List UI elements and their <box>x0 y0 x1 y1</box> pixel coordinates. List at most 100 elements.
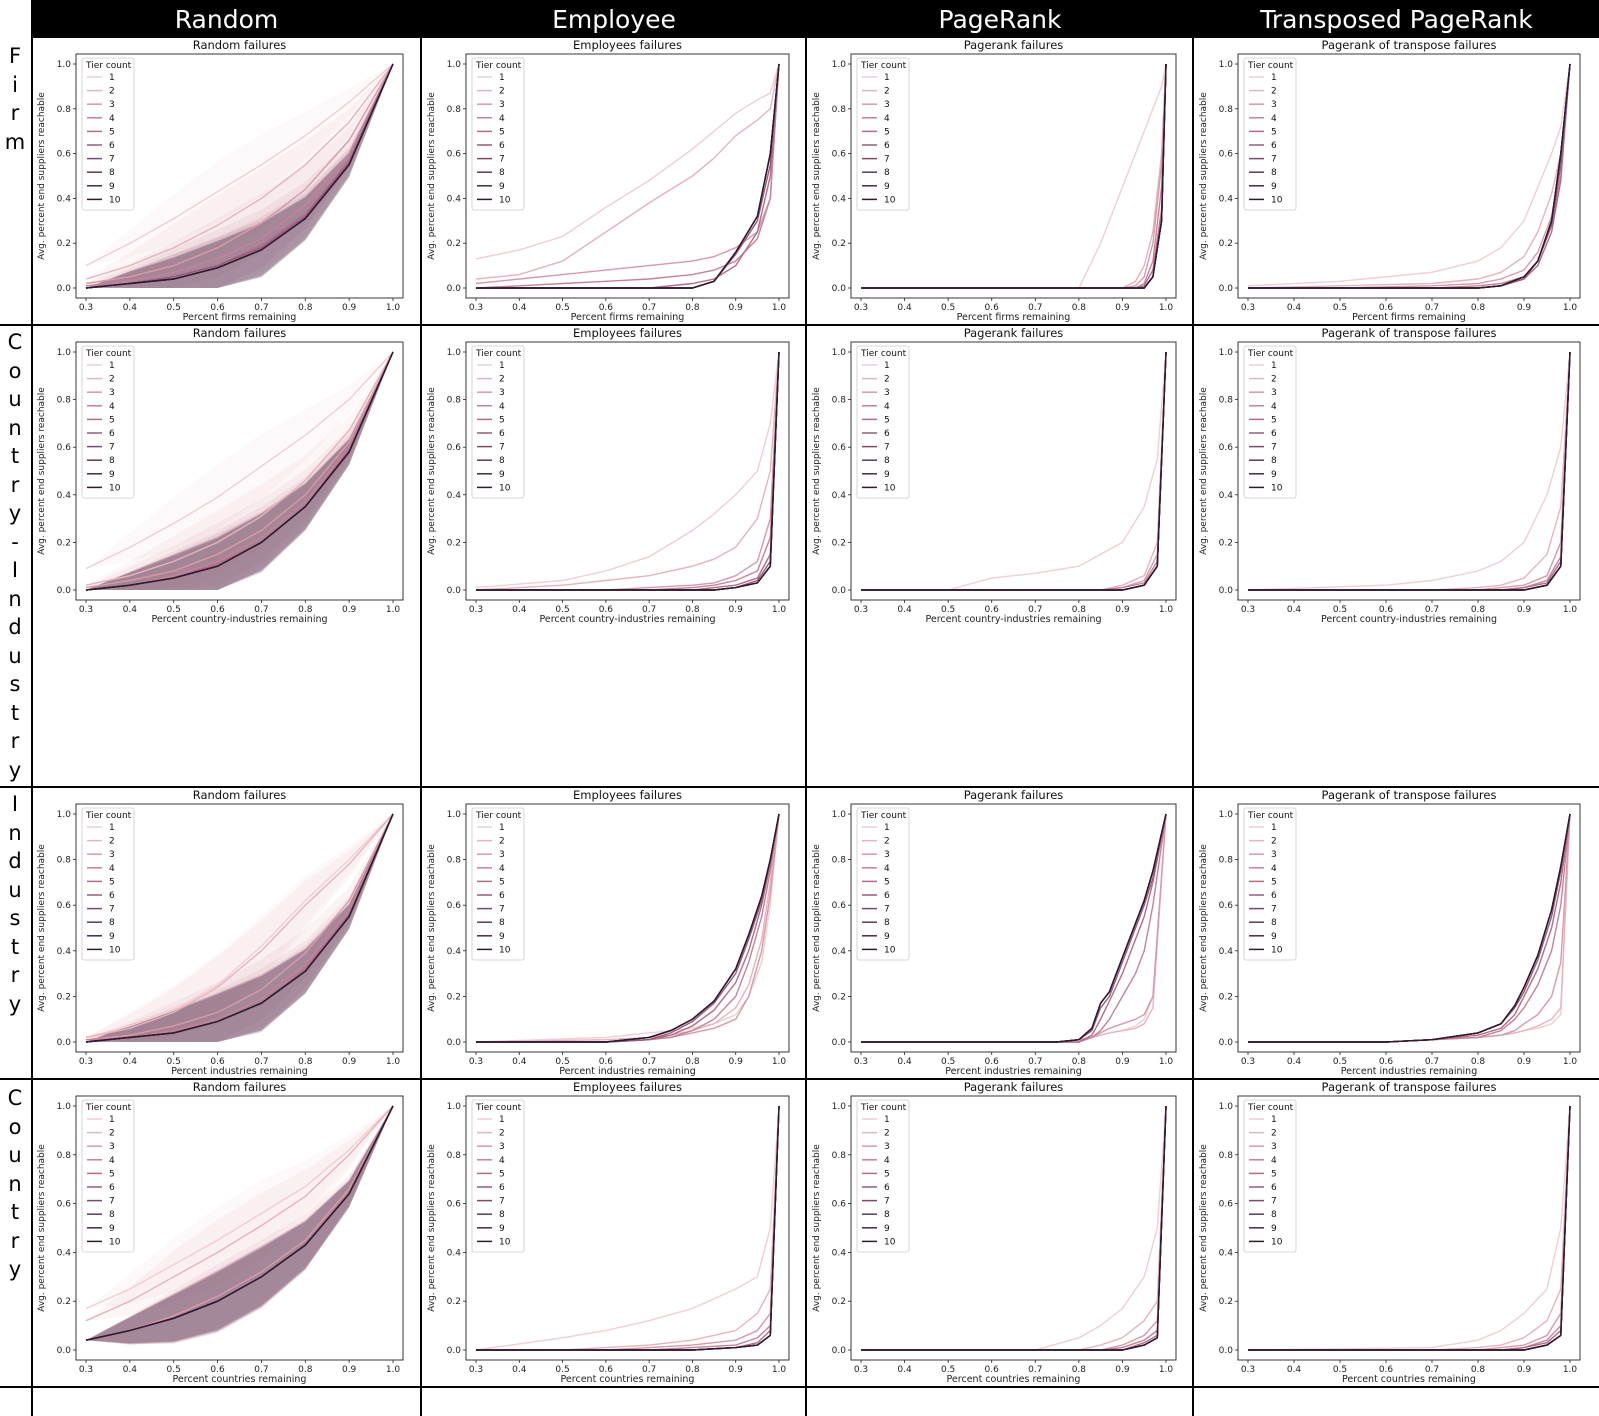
x-tick-label: 0.7 <box>1028 303 1042 313</box>
series-line-tier-1 <box>861 1105 1167 1351</box>
legend-entry: 10 <box>884 1237 896 1247</box>
x-tick-label: 0.5 <box>941 1057 955 1067</box>
x-tick-label: 0.4 <box>897 303 912 313</box>
x-tick-label: 0.8 <box>685 605 700 615</box>
row-label-letter: I <box>11 558 19 582</box>
chart-title: Random failures <box>193 788 287 802</box>
chart-title: Pagerank failures <box>964 326 1064 340</box>
legend-entry: 10 <box>884 945 896 955</box>
legend-entry: 2 <box>884 375 890 385</box>
legend-entry: 7 <box>109 155 115 165</box>
x-tick-label: 1.0 <box>1563 1057 1578 1067</box>
legend-entry: 5 <box>499 415 505 425</box>
legend-entry: 8 <box>109 918 115 928</box>
legend-entry: 5 <box>1271 127 1277 137</box>
row-label-letter: I <box>11 792 19 816</box>
series-line-tier-3 <box>85 63 394 285</box>
chart-svg: Employees failures 0.3 0.4 0.5 0.6 0.7 0.8 0.9 1… <box>427 38 790 323</box>
chart-svg: Pagerank of transpose failures 0.3 0.4 0.5 0… <box>1199 326 1581 625</box>
legend-box <box>81 345 135 499</box>
legend: Tier count 1 2 3 4 5 6 7 8 9 10 <box>1243 57 1297 211</box>
x-tick-label: 0.3 <box>1241 303 1255 313</box>
chart-panel: Random failures 0.3 0.4 0.5 0.6 0.7 0.8 0.9 1.0 0… <box>34 326 419 626</box>
chart-svg: Pagerank of transpose failures 0.3 0.4 0.5 0… <box>1199 788 1581 1077</box>
confidence-band <box>86 814 393 1042</box>
legend-entry: 5 <box>499 877 505 887</box>
chart-svg: Employees failures 0.3 0.4 0.5 0.6 0.7 0.8 0.9 1… <box>427 788 790 1077</box>
legend-entry: 6 <box>1271 141 1277 151</box>
y-tick-label: 0.8 <box>57 1151 72 1161</box>
legend-box <box>471 345 525 499</box>
row-label-letter: r <box>10 1228 20 1253</box>
legend-title: Tier count <box>1247 61 1294 71</box>
x-axis-label: Percent countries remaining <box>173 1374 307 1385</box>
series-line-tier-1 <box>475 63 780 260</box>
x-tick-label: 0.5 <box>167 1365 181 1375</box>
x-tick-label: 0.5 <box>1333 1365 1347 1375</box>
y-tick-label: 1.0 <box>57 1102 72 1112</box>
series-line-tier-1 <box>85 1105 394 1310</box>
y-tick-label: 0.2 <box>57 239 71 249</box>
legend-entry: 2 <box>884 1129 890 1139</box>
legend-entry: 3 <box>884 1142 890 1152</box>
series-line-tier-1 <box>85 351 394 570</box>
row-label-letter: r <box>10 729 20 753</box>
y-axis-label: Avg. percent end suppliers reachable <box>37 387 47 555</box>
x-tick-label: 0.5 <box>167 1057 181 1067</box>
legend-entry: 10 <box>1271 195 1283 205</box>
x-tick-label: 0.4 <box>1287 605 1302 615</box>
legend-entry: 10 <box>1271 483 1283 493</box>
y-tick-label: 0.0 <box>1219 586 1234 596</box>
legend-entry: 3 <box>884 100 890 110</box>
y-tick-label: 0.8 <box>447 105 462 115</box>
y-tick-label: 0.2 <box>57 1297 71 1307</box>
x-axis-label: Percent firms remaining <box>1352 312 1466 323</box>
legend-entry: 3 <box>1271 100 1277 110</box>
row-label-letter: n <box>8 820 22 845</box>
legend-entry: 4 <box>109 864 115 874</box>
legend-entry: 1 <box>499 1115 505 1125</box>
chart-panel: Random failures 0.3 0.4 0.5 0.6 0.7 0.8 0.9 1.0 0… <box>34 1080 419 1386</box>
series-line-tier-2 <box>85 1105 394 1322</box>
x-tick-label: 0.4 <box>512 303 527 313</box>
x-axis-label: Percent firms remaining <box>571 312 685 323</box>
legend-entry: 8 <box>499 168 505 178</box>
chart-svg: Pagerank of transpose failures 0.3 0.4 0.5 0… <box>1199 38 1581 323</box>
x-tick-label: 0.4 <box>897 1057 912 1067</box>
x-tick-label: 0.3 <box>469 303 483 313</box>
legend-entry: 3 <box>109 850 115 860</box>
y-tick-label: 1.0 <box>832 60 847 70</box>
chart-title: Employees failures <box>573 788 682 802</box>
x-tick-label: 0.3 <box>469 605 483 615</box>
y-tick-label: 1.0 <box>1219 810 1234 820</box>
legend-entry: 4 <box>884 114 890 124</box>
legend-box <box>1243 57 1297 211</box>
legend: Tier count 1 2 3 4 5 6 7 8 9 10 <box>856 807 910 961</box>
legend: Tier count 1 2 3 4 5 6 7 8 9 10 <box>471 345 525 499</box>
confidence-band <box>86 814 393 1042</box>
legend-box <box>81 57 135 211</box>
legend: Tier count 1 2 3 4 5 6 7 8 9 10 <box>471 1099 525 1253</box>
confidence-band <box>86 1106 393 1344</box>
y-axis-label: Avg. percent end suppliers reachable <box>1199 92 1209 260</box>
legend-entry: 3 <box>109 388 115 398</box>
x-axis-label: Percent countries remaining <box>1342 1374 1476 1385</box>
chart-panel: Pagerank failures 0.3 0.4 0.5 0.6 0.7 0.8 0.9 1.… <box>809 38 1192 324</box>
y-tick-label: 1.0 <box>57 810 72 820</box>
confidence-band <box>86 64 393 288</box>
x-tick-label: 0.8 <box>1072 1365 1087 1375</box>
legend-entry: 10 <box>499 483 511 493</box>
confidence-band <box>86 352 393 569</box>
y-tick-label: 0.8 <box>447 1151 462 1161</box>
legend-entry: 5 <box>1271 415 1277 425</box>
x-tick-label: 0.7 <box>254 605 268 615</box>
chart-svg: Pagerank failures 0.3 0.4 0.5 0.6 0.7 0.8 0.9 1.… <box>812 38 1177 323</box>
legend-entry: 5 <box>1271 1169 1277 1179</box>
grid-divider <box>420 0 422 1416</box>
chart-svg: Pagerank failures 0.3 0.4 0.5 0.6 0.7 0.8 0.9 1.… <box>812 1080 1177 1385</box>
x-tick-label: 0.9 <box>1115 605 1130 615</box>
chart-panel: Pagerank failures 0.3 0.4 0.5 0.6 0.7 0.8 0.9 1.… <box>809 326 1192 626</box>
legend-entry: 7 <box>109 443 115 453</box>
